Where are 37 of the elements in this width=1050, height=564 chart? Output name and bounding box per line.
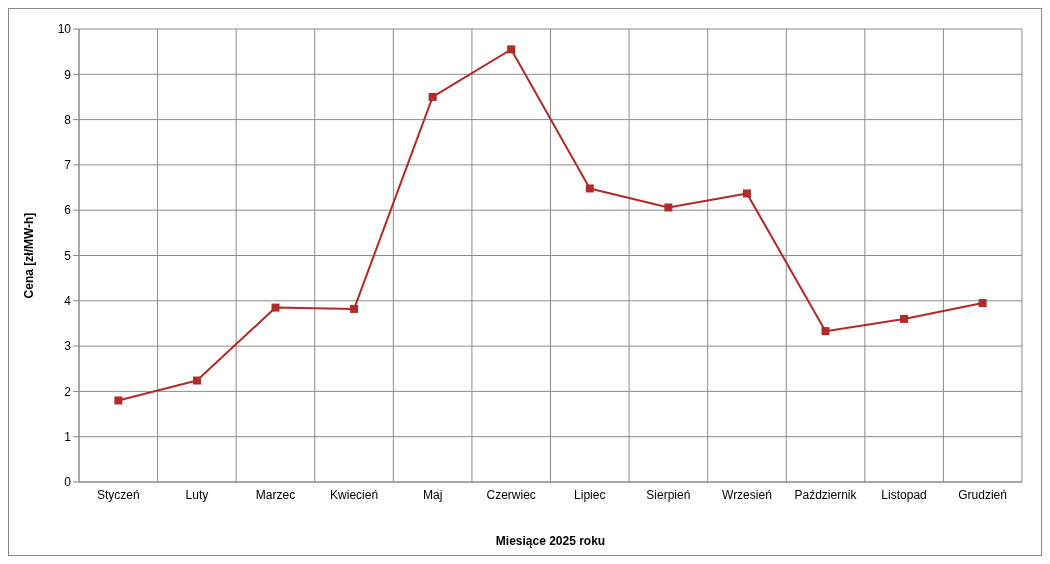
x-tick-label: Kwiecień — [330, 487, 379, 502]
x-tick-label: Wrzesień — [722, 487, 772, 502]
point — [821, 327, 830, 336]
point — [585, 184, 594, 193]
y-tick-label: 5 — [64, 248, 72, 263]
x-tick-label: Styczeń — [97, 487, 140, 502]
y-tick-label: 9 — [64, 67, 72, 82]
point — [507, 45, 516, 54]
x-tick-label: Grudzień — [958, 487, 1007, 502]
point — [664, 203, 673, 212]
x-tick-label: Czerwiec — [486, 487, 536, 502]
x-tick-label: Sierpień — [646, 487, 691, 502]
point — [350, 304, 359, 313]
y-tick-label: 6 — [64, 203, 72, 218]
y-tick-label: 3 — [64, 339, 72, 354]
y-tick-label: 4 — [64, 294, 72, 309]
y-tick-label: 2 — [64, 384, 72, 399]
x-axis-title: Miesiące 2025 roku — [495, 534, 606, 548]
y-tick-label: 1 — [64, 429, 72, 444]
x-tick-label: Luty — [185, 487, 209, 502]
point — [428, 92, 437, 101]
point — [192, 376, 201, 385]
point — [114, 396, 123, 405]
x-tick-label: Marzec — [255, 487, 296, 502]
x-tick-label: Listopad — [881, 487, 927, 502]
point — [271, 303, 280, 312]
x-tick-label: Październik — [794, 487, 858, 502]
y-tick-label: 0 — [64, 475, 72, 490]
point — [978, 299, 987, 308]
y-tick-label: 10 — [57, 22, 72, 37]
y-tick-label: 8 — [64, 112, 72, 127]
point — [742, 189, 751, 198]
point — [900, 314, 909, 323]
y-axis-title: Cena [zł/MW-h] — [22, 212, 37, 299]
x-tick-label: Maj — [422, 487, 443, 502]
x-tick-label: Lipiec — [574, 487, 606, 502]
y-tick-label: 7 — [64, 158, 72, 173]
